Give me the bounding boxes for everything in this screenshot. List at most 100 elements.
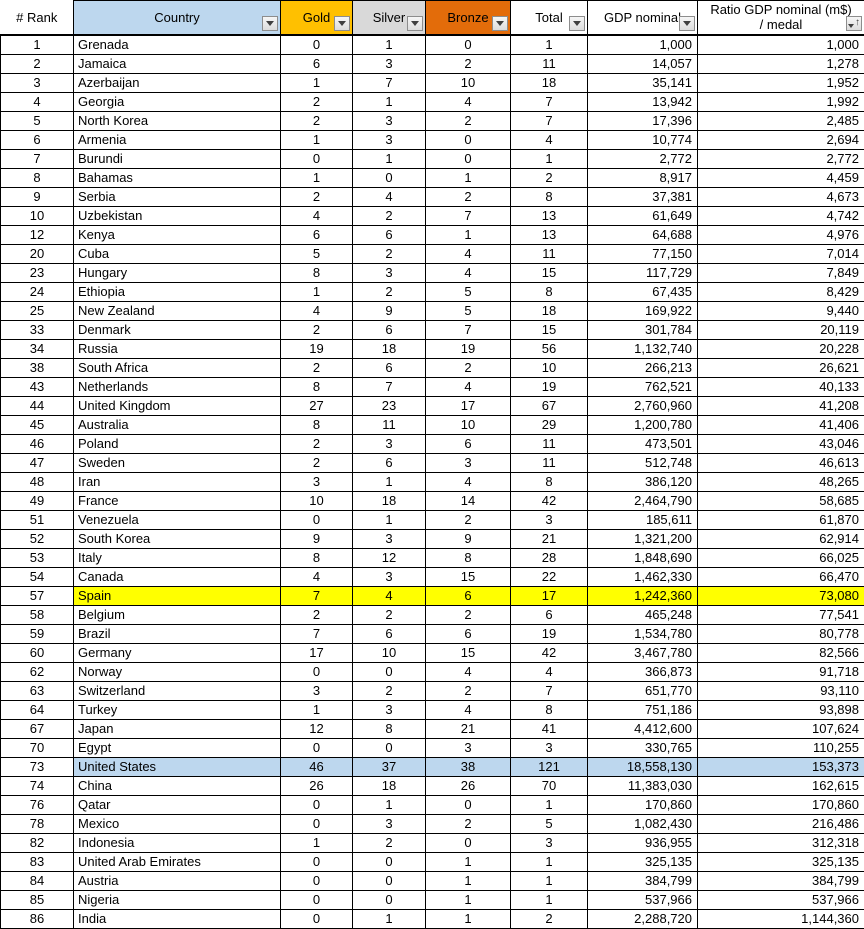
cell-gdp[interactable]: 1,848,690: [587, 547, 698, 568]
cell-total[interactable]: 19: [510, 376, 588, 397]
cell-rank[interactable]: 24: [0, 281, 74, 302]
cell-total[interactable]: 1: [510, 794, 588, 815]
cell-rank[interactable]: 7: [0, 148, 74, 169]
cell-total[interactable]: 22: [510, 566, 588, 587]
cell-silver[interactable]: 3: [352, 53, 426, 74]
cell-gold[interactable]: 1: [280, 281, 353, 302]
cell-gold[interactable]: 8: [280, 414, 353, 435]
cell-ratio[interactable]: 153,373: [697, 756, 864, 777]
cell-gdp[interactable]: 762,521: [587, 376, 698, 397]
cell-silver[interactable]: 18: [352, 775, 426, 796]
cell-rank[interactable]: 49: [0, 490, 74, 511]
cell-rank[interactable]: 38: [0, 357, 74, 378]
cell-gdp[interactable]: 2,288,720: [587, 908, 698, 929]
cell-rank[interactable]: 83: [0, 851, 74, 872]
cell-country[interactable]: Mexico: [73, 813, 281, 834]
cell-gold[interactable]: 8: [280, 547, 353, 568]
cell-rank[interactable]: 33: [0, 319, 74, 340]
cell-ratio[interactable]: 20,228: [697, 338, 864, 359]
cell-gdp[interactable]: 13,942: [587, 91, 698, 112]
cell-gdp[interactable]: 2,760,960: [587, 395, 698, 416]
cell-silver[interactable]: 6: [352, 319, 426, 340]
cell-bronze[interactable]: 2: [425, 110, 511, 131]
cell-gdp[interactable]: 386,120: [587, 471, 698, 492]
cell-country[interactable]: North Korea: [73, 110, 281, 131]
cell-rank[interactable]: 60: [0, 642, 74, 663]
cell-gold[interactable]: 0: [280, 813, 353, 834]
cell-gold[interactable]: 0: [280, 737, 353, 758]
cell-country[interactable]: Brazil: [73, 623, 281, 644]
cell-ratio[interactable]: 46,613: [697, 452, 864, 473]
cell-rank[interactable]: 53: [0, 547, 74, 568]
cell-ratio[interactable]: 61,870: [697, 509, 864, 530]
cell-total[interactable]: 29: [510, 414, 588, 435]
cell-rank[interactable]: 73: [0, 756, 74, 777]
cell-ratio[interactable]: 1,992: [697, 91, 864, 112]
cell-silver[interactable]: 6: [352, 224, 426, 245]
cell-rank[interactable]: 85: [0, 889, 74, 910]
cell-total[interactable]: 2: [510, 167, 588, 188]
cell-total[interactable]: 7: [510, 91, 588, 112]
cell-bronze[interactable]: 2: [425, 357, 511, 378]
cell-ratio[interactable]: 325,135: [697, 851, 864, 872]
cell-silver[interactable]: 1: [352, 794, 426, 815]
cell-ratio[interactable]: 537,966: [697, 889, 864, 910]
cell-bronze[interactable]: 0: [425, 794, 511, 815]
cell-gold[interactable]: 17: [280, 642, 353, 663]
cell-silver[interactable]: 4: [352, 585, 426, 606]
cell-rank[interactable]: 4: [0, 91, 74, 112]
column-header-gold[interactable]: Gold: [280, 0, 353, 36]
cell-bronze[interactable]: 1: [425, 851, 511, 872]
cell-total[interactable]: 8: [510, 186, 588, 207]
cell-gold[interactable]: 6: [280, 224, 353, 245]
cell-ratio[interactable]: 82,566: [697, 642, 864, 663]
cell-ratio[interactable]: 384,799: [697, 870, 864, 891]
cell-country[interactable]: United States: [73, 756, 281, 777]
cell-bronze[interactable]: 4: [425, 471, 511, 492]
cell-gold[interactable]: 0: [280, 908, 353, 929]
cell-gdp[interactable]: 35,141: [587, 72, 698, 93]
cell-rank[interactable]: 3: [0, 72, 74, 93]
cell-gdp[interactable]: 301,784: [587, 319, 698, 340]
cell-rank[interactable]: 6: [0, 129, 74, 150]
cell-total[interactable]: 19: [510, 623, 588, 644]
cell-gold[interactable]: 2: [280, 357, 353, 378]
cell-silver[interactable]: 1: [352, 908, 426, 929]
cell-country[interactable]: Russia: [73, 338, 281, 359]
cell-gdp[interactable]: 537,966: [587, 889, 698, 910]
cell-gold[interactable]: 0: [280, 661, 353, 682]
cell-silver[interactable]: 2: [352, 243, 426, 264]
cell-gdp[interactable]: 266,213: [587, 357, 698, 378]
cell-gold[interactable]: 2: [280, 110, 353, 131]
cell-gold[interactable]: 1: [280, 72, 353, 93]
cell-country[interactable]: Ethiopia: [73, 281, 281, 302]
cell-total[interactable]: 11: [510, 53, 588, 74]
cell-silver[interactable]: 2: [352, 604, 426, 625]
cell-total[interactable]: 11: [510, 452, 588, 473]
cell-gold[interactable]: 0: [280, 148, 353, 169]
cell-ratio[interactable]: 1,000: [697, 34, 864, 55]
cell-country[interactable]: Norway: [73, 661, 281, 682]
cell-country[interactable]: Italy: [73, 547, 281, 568]
cell-bronze[interactable]: 15: [425, 642, 511, 663]
cell-rank[interactable]: 45: [0, 414, 74, 435]
cell-country[interactable]: South Africa: [73, 357, 281, 378]
cell-ratio[interactable]: 8,429: [697, 281, 864, 302]
cell-silver[interactable]: 18: [352, 338, 426, 359]
cell-ratio[interactable]: 216,486: [697, 813, 864, 834]
cell-ratio[interactable]: 93,110: [697, 680, 864, 701]
cell-gdp[interactable]: 751,186: [587, 699, 698, 720]
cell-rank[interactable]: 52: [0, 528, 74, 549]
cell-country[interactable]: New Zealand: [73, 300, 281, 321]
cell-gold[interactable]: 4: [280, 300, 353, 321]
cell-total[interactable]: 8: [510, 471, 588, 492]
cell-bronze[interactable]: 7: [425, 205, 511, 226]
cell-rank[interactable]: 86: [0, 908, 74, 929]
cell-gold[interactable]: 5: [280, 243, 353, 264]
cell-bronze[interactable]: 38: [425, 756, 511, 777]
cell-silver[interactable]: 12: [352, 547, 426, 568]
cell-gold[interactable]: 0: [280, 889, 353, 910]
cell-bronze[interactable]: 4: [425, 262, 511, 283]
cell-rank[interactable]: 43: [0, 376, 74, 397]
cell-total[interactable]: 3: [510, 832, 588, 853]
